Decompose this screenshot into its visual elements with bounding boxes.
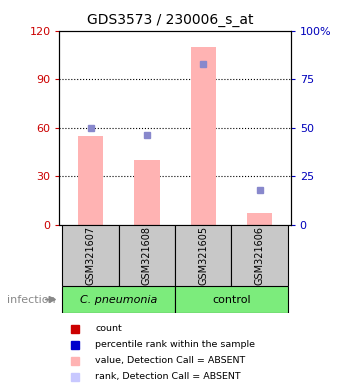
Text: infection: infection — [7, 295, 55, 305]
Bar — [191, 47, 216, 225]
Text: rank, Detection Call = ABSENT: rank, Detection Call = ABSENT — [96, 372, 241, 381]
Text: value, Detection Call = ABSENT: value, Detection Call = ABSENT — [96, 356, 246, 365]
Text: C. pneumonia: C. pneumonia — [80, 295, 157, 305]
Bar — [232, 225, 288, 286]
Bar — [62, 286, 175, 313]
Bar — [175, 225, 232, 286]
Bar — [119, 225, 175, 286]
Text: GSM321607: GSM321607 — [86, 226, 96, 285]
Text: GDS3573 / 230006_s_at: GDS3573 / 230006_s_at — [87, 13, 253, 27]
Bar — [175, 286, 288, 313]
Bar — [247, 214, 272, 225]
Text: control: control — [212, 295, 251, 305]
Text: GSM321606: GSM321606 — [255, 226, 265, 285]
Bar — [78, 136, 103, 225]
Bar — [134, 160, 159, 225]
Text: percentile rank within the sample: percentile rank within the sample — [96, 340, 255, 349]
Bar — [62, 225, 119, 286]
Text: GSM321608: GSM321608 — [142, 226, 152, 285]
Text: GSM321605: GSM321605 — [198, 226, 208, 285]
Text: count: count — [96, 324, 122, 333]
